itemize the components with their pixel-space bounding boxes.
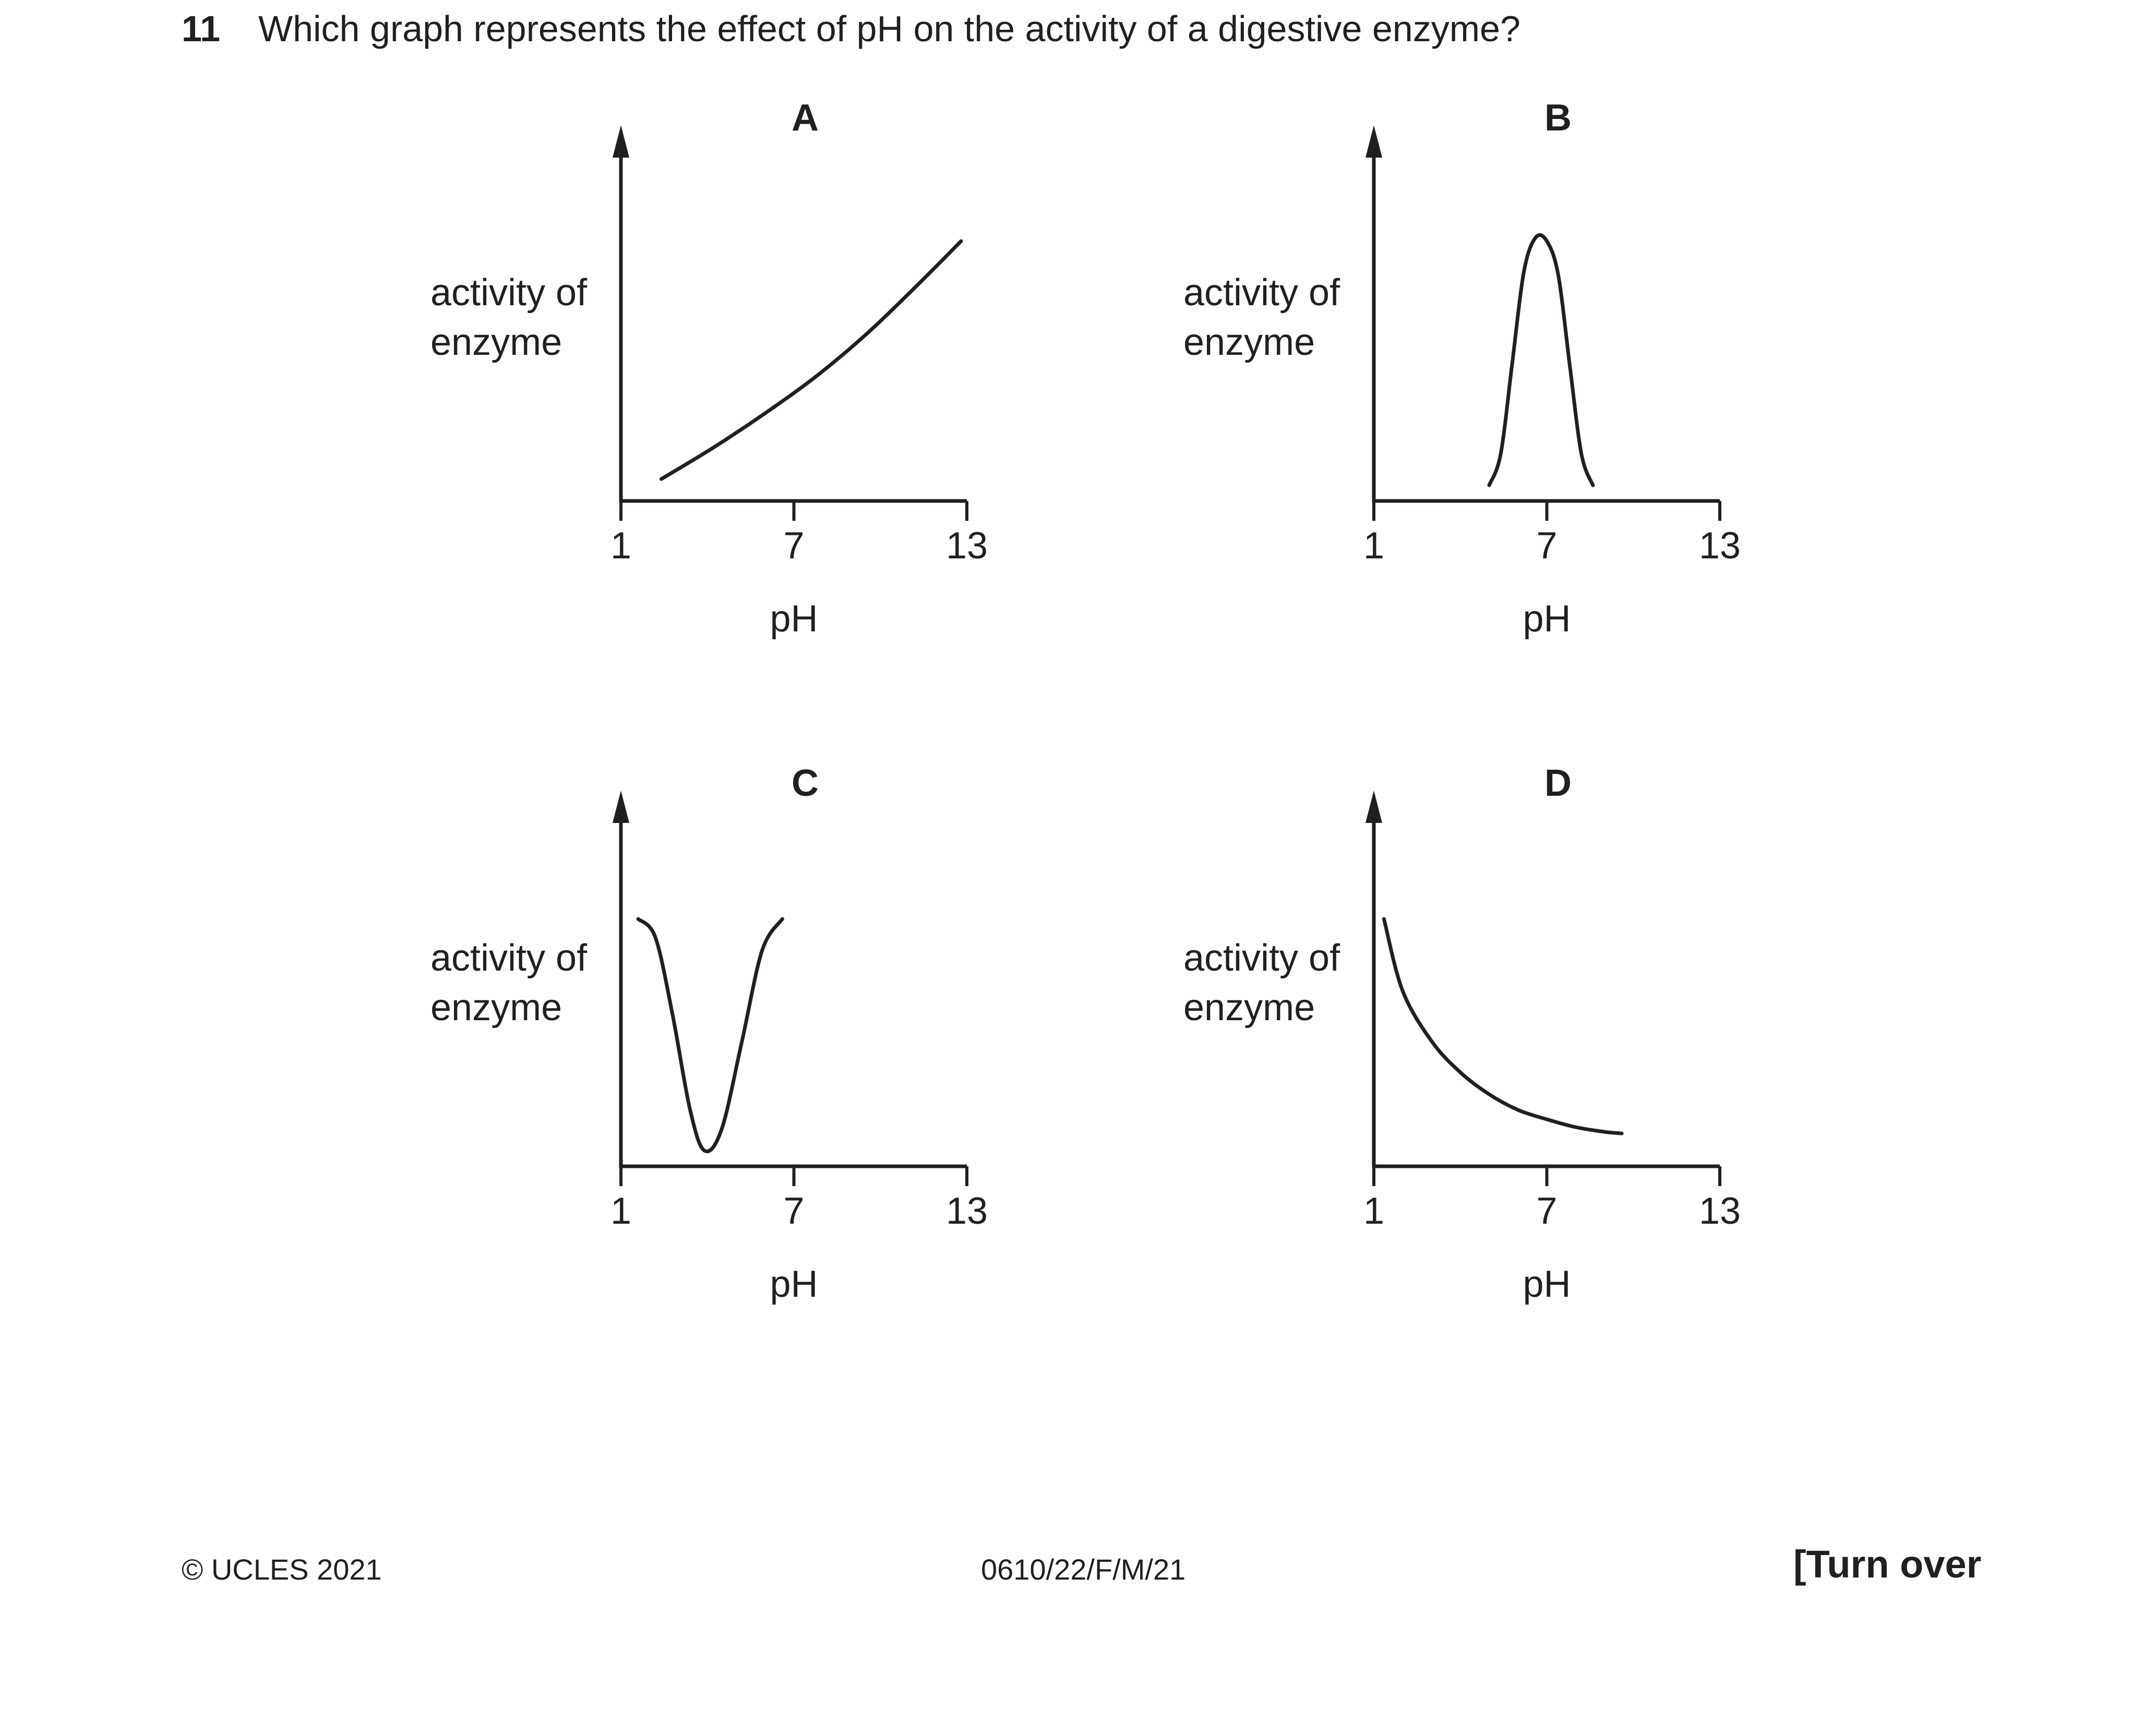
y-axis-label-line: enzyme <box>1183 321 1315 363</box>
footer-turn-over: [Turn over <box>1793 1543 1982 1586</box>
question-text: Which graph represents the effect of pH … <box>258 8 1520 49</box>
y-axis-label-line: activity of <box>1183 272 1340 314</box>
chart-title: B <box>1544 97 1572 139</box>
activity-curve <box>1382 917 1624 1136</box>
y-axis-label-line: enzyme <box>430 987 562 1029</box>
x-tick-label: 1 <box>1363 525 1384 567</box>
activity-curve <box>1487 233 1595 487</box>
y-axis-label-line: enzyme <box>430 321 562 363</box>
chart-a: A 1 7 13 pH activity of enzyme <box>430 97 988 640</box>
chart-title: C <box>792 762 819 804</box>
y-axis-label-line: enzyme <box>1183 987 1315 1029</box>
chart-title: A <box>792 97 819 139</box>
x-tick-label: 7 <box>783 525 804 567</box>
footer-paper-code: 0610/22/F/M/21 <box>981 1553 1186 1586</box>
chart-title: D <box>1544 762 1572 804</box>
x-tick-label: 1 <box>610 525 631 567</box>
x-tick-label: 7 <box>1536 1190 1557 1232</box>
x-axis-label: pH <box>1523 1263 1571 1305</box>
x-tick-label: 1 <box>610 1190 631 1232</box>
y-axis-arrow-icon <box>1366 125 1382 158</box>
x-tick-label: 1 <box>1363 1190 1384 1232</box>
activity-curve <box>659 239 963 481</box>
x-tick-label: 13 <box>1699 1190 1741 1232</box>
x-axis-label: pH <box>770 1263 818 1305</box>
y-axis-arrow-icon <box>613 125 629 158</box>
footer-copyright: © UCLES 2021 <box>182 1553 382 1586</box>
x-axis-label: pH <box>1523 598 1571 640</box>
chart-d: D 1 7 13 pH activity of enzyme <box>1183 762 1741 1305</box>
question-number: 11 <box>182 8 220 49</box>
chart-c: C 1 7 13 pH activity of enzyme <box>430 762 988 1305</box>
y-axis-label-line: activity of <box>1183 937 1340 979</box>
x-tick-label: 7 <box>1536 525 1557 567</box>
y-axis-label-line: activity of <box>430 937 588 979</box>
x-axis-label: pH <box>770 598 818 640</box>
x-tick-label: 7 <box>783 1190 804 1232</box>
y-axis-arrow-icon <box>613 791 629 823</box>
y-axis-arrow-icon <box>1366 791 1382 823</box>
y-axis-label-line: activity of <box>430 272 588 314</box>
chart-b: B 1 7 13 pH activity of enzyme <box>1183 97 1741 640</box>
x-tick-label: 13 <box>1699 525 1741 567</box>
x-tick-label: 13 <box>946 1190 988 1232</box>
x-tick-label: 13 <box>946 525 988 567</box>
activity-curve <box>636 917 784 1153</box>
